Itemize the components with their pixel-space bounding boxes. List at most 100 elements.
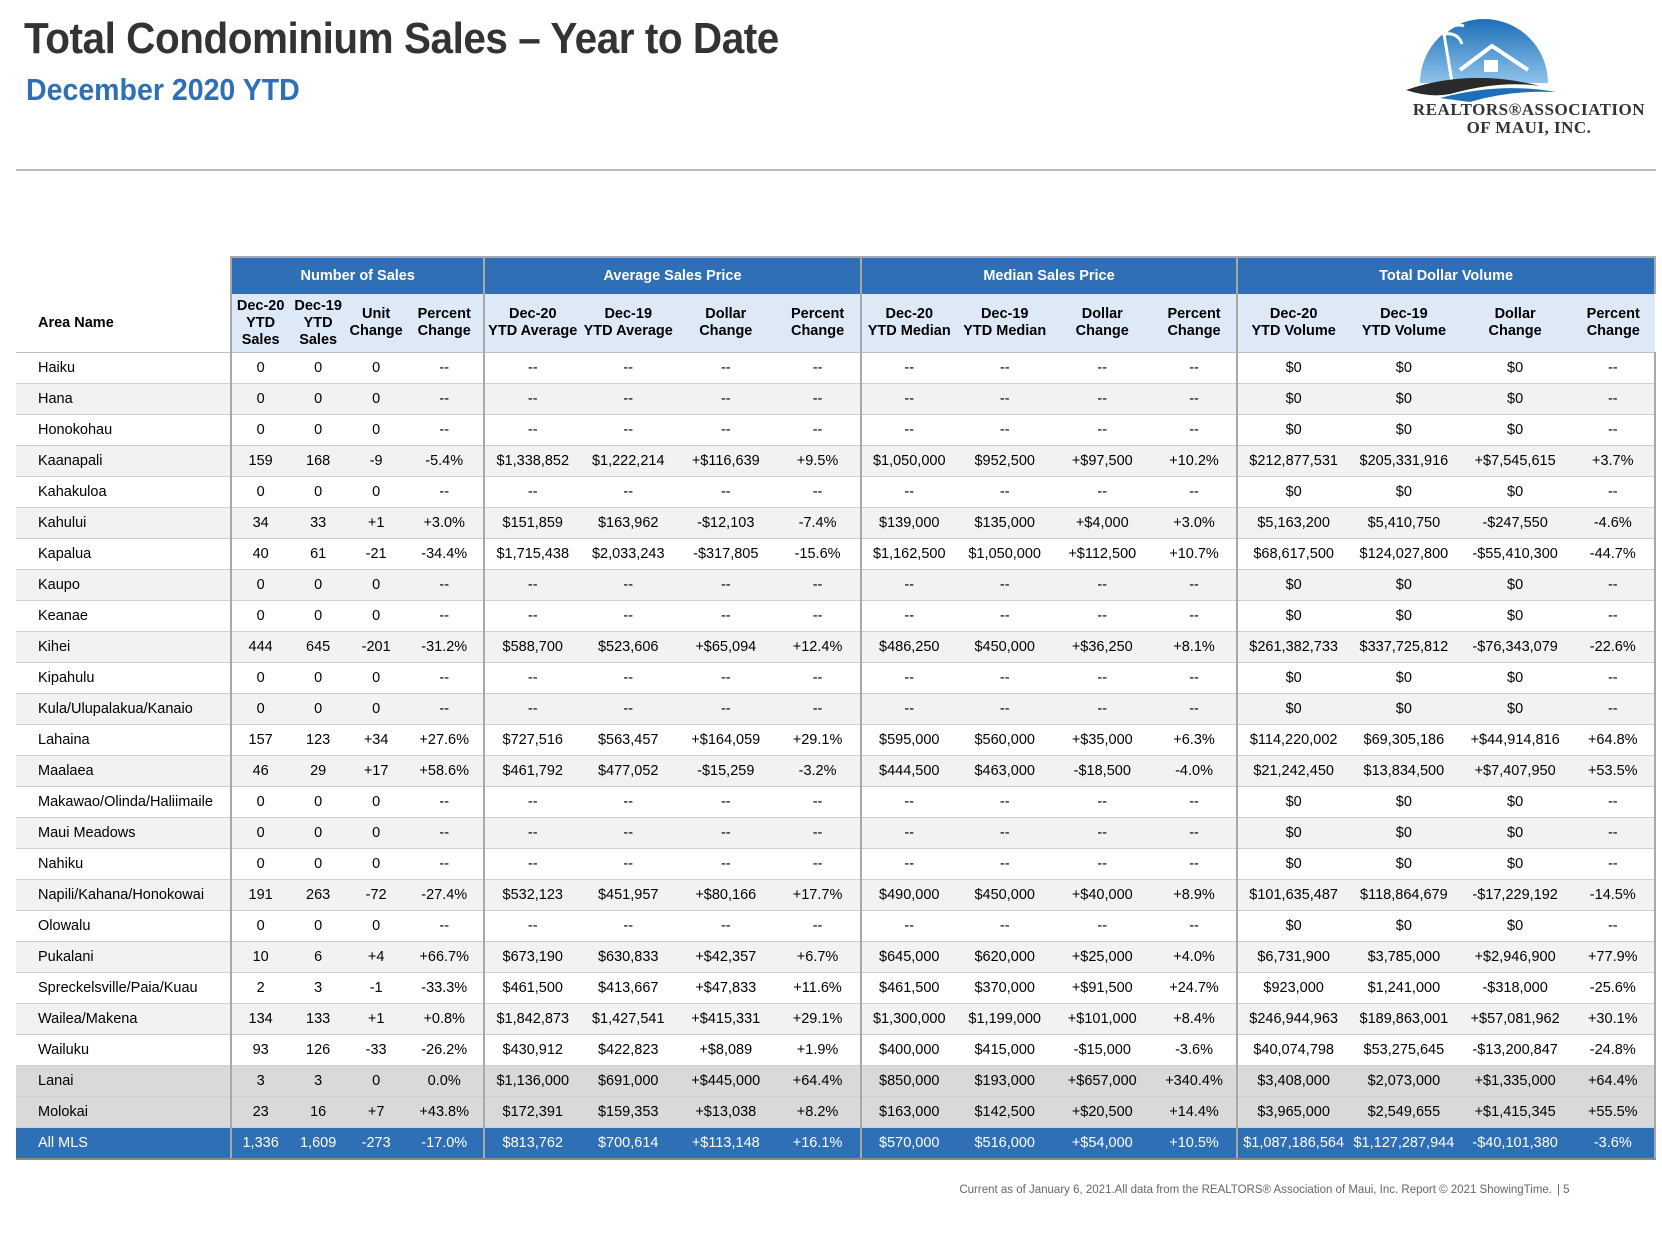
column-header-line: Dollar	[1081, 306, 1123, 322]
column-header: Dec-19 YTD Median	[956, 294, 1053, 353]
table-cell: -273	[347, 1127, 406, 1160]
table-cell: $1,338,852	[483, 445, 581, 477]
table-cell: +1	[347, 507, 406, 539]
table-cell: $5,163,200	[1236, 507, 1350, 539]
table-cell: $1,199,000	[956, 1003, 1053, 1035]
table-cell: 0	[289, 662, 348, 694]
table-cell: $0	[1349, 569, 1459, 601]
table-cell: $172,391	[483, 1096, 581, 1128]
table-cell: 263	[289, 879, 348, 911]
table-cell: -22.6%	[1571, 631, 1657, 663]
table-cell: $0	[1349, 352, 1459, 384]
column-header-line: YTD Median	[963, 323, 1047, 339]
table-cell: --	[483, 600, 581, 632]
table-cell: --	[1052, 848, 1152, 880]
table-cell: --	[1571, 600, 1657, 632]
table-cell: $1,127,287,944	[1349, 1127, 1459, 1160]
table-row: Maui Meadows 0 0 0 -- -- -- -- -- -- -- -- -- $0 $0 $0-…	[16, 817, 1657, 849]
table-cell: $563,457	[580, 724, 677, 756]
table-cell: +$57,081,962	[1458, 1003, 1572, 1035]
table-cell: 0	[289, 383, 348, 415]
table-cell: $0	[1458, 693, 1572, 725]
table-cell: $516,000	[956, 1127, 1053, 1160]
table-cell: +$47,833	[676, 972, 776, 1004]
table-row: Kahului 34 33 +1 +3.0% $151,859 $163,962 -$12,1…	[16, 507, 1657, 539]
table-cell: +0.8%	[405, 1003, 485, 1035]
table-cell: 0	[289, 786, 348, 818]
column-header: Dec-20 YTD Median	[859, 294, 957, 353]
column-header: Dec-20 YTD Volume	[1236, 294, 1350, 353]
table-cell: +8.4%	[1151, 1003, 1238, 1035]
table-cell: $1,087,186,564	[1236, 1127, 1350, 1160]
column-header-line: Sales	[241, 331, 280, 348]
table-cell: +$65,094	[676, 631, 776, 663]
table-cell: 0	[289, 910, 348, 942]
table-cell: $1,050,000	[859, 445, 957, 477]
table-cell: +43.8%	[405, 1096, 485, 1128]
table-cell: --	[580, 693, 677, 725]
table-cell: 444	[230, 631, 290, 663]
table-cell: 0	[347, 693, 406, 725]
logo-text-line1: REALTORS®ASSOCIATION	[1412, 100, 1646, 119]
table-cell: $0	[1458, 383, 1572, 415]
table-cell: $212,877,531	[1236, 445, 1350, 477]
table-cell: 61	[289, 538, 348, 570]
table-cell: --	[483, 848, 581, 880]
table-cell: 0	[347, 662, 406, 694]
table-cell: --	[775, 817, 861, 849]
table-cell: $163,000	[859, 1096, 957, 1128]
table-row: Nahiku 0 0 0 -- -- -- -- -- -- -- -- -- $0 $0 $0 --	[16, 848, 1657, 880]
table-cell: $450,000	[956, 631, 1053, 663]
area-name-header: Area Name	[16, 294, 232, 353]
area-name-cell: Napili/Kahana/Honokowai	[16, 879, 232, 911]
table-cell: +11.6%	[775, 972, 861, 1004]
table-cell: 46	[230, 755, 290, 787]
area-name-cell: Kaanapali	[16, 445, 232, 477]
table-row: Kaanapali 159 168 -9 -5.4% $1,338,852 $1,222,2…	[16, 445, 1657, 477]
table-cell: $337,725,812	[1349, 631, 1459, 663]
table-cell: -$76,343,079	[1458, 631, 1572, 663]
table-cell: $813,762	[483, 1127, 581, 1160]
table-cell: 23	[230, 1096, 290, 1128]
table-cell: $0	[1349, 600, 1459, 632]
table-cell: $461,500	[859, 972, 957, 1004]
table-cell: --	[859, 383, 957, 415]
table-cell: --	[956, 600, 1053, 632]
table-cell: $3,408,000	[1236, 1065, 1350, 1097]
table-cell: --	[1052, 662, 1152, 694]
table-cell: --	[1571, 848, 1657, 880]
table-cell: 3	[289, 1065, 348, 1097]
table-cell: +4.0%	[1151, 941, 1238, 973]
table-cell: +3.0%	[1151, 507, 1238, 539]
table-cell: --	[859, 600, 957, 632]
table-cell: $700,614	[580, 1127, 677, 1160]
table-cell: --	[483, 414, 581, 446]
area-name-cell: Olowalu	[16, 910, 232, 942]
column-header-line: Change	[1586, 323, 1640, 339]
table-cell: +1	[347, 1003, 406, 1035]
page-title: Total Condominium Sales – Year to Date	[24, 14, 779, 63]
table-cell: +$657,000	[1052, 1065, 1152, 1097]
column-header: Dec-20 YTD Sales	[230, 294, 290, 353]
table-row: Wailuku 93 126 -33 -26.2% $430,912 $422,823 +$8…	[16, 1034, 1657, 1066]
table-cell: +10.5%	[1151, 1127, 1238, 1160]
table-cell: 191	[230, 879, 290, 911]
table-cell: -17.0%	[405, 1127, 485, 1160]
table-cell: $0	[1349, 817, 1459, 849]
table-cell: $727,516	[483, 724, 581, 756]
table-cell: --	[1151, 600, 1238, 632]
table-cell: $0	[1349, 662, 1459, 694]
table-cell: --	[580, 414, 677, 446]
table-cell: --	[580, 352, 677, 384]
table-row: Kipahulu 0 0 0 -- -- -- -- -- -- -- -- -- $0 $0 $0 --	[16, 662, 1657, 694]
table-cell: +$101,000	[1052, 1003, 1152, 1035]
table-cell: $0	[1236, 600, 1350, 632]
table-cell: --	[956, 786, 1053, 818]
table-cell: --	[1571, 910, 1657, 942]
table-cell: $595,000	[859, 724, 957, 756]
table-cell: $0	[1236, 786, 1350, 818]
area-name-cell: Nahiku	[16, 848, 232, 880]
table-cell: 3	[230, 1065, 290, 1097]
column-header-line: Dec-19	[1380, 306, 1428, 322]
table-cell: --	[775, 910, 861, 942]
